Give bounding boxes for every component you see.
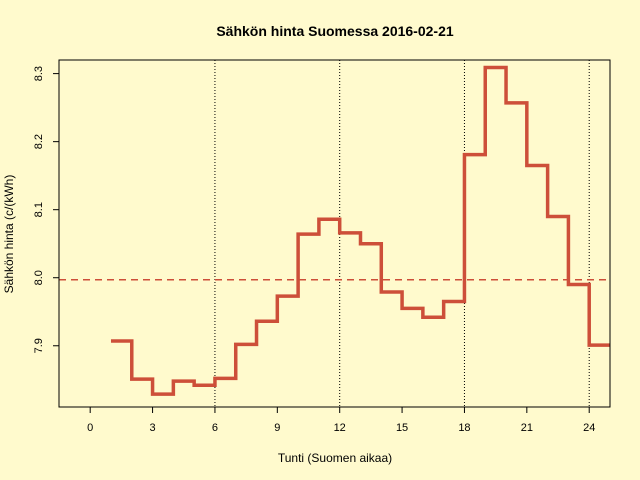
y-tick-label-3: 8.2 (33, 134, 45, 149)
x-tick-label-12: 12 (334, 422, 346, 434)
plot-area: 0 3 6 9 12 15 18 21 24 7.9 8.0 8.1 8.2 8.3 (33, 59, 611, 434)
chart-title: Sähkön hinta Suomessa 2016-02-21 (216, 23, 454, 39)
x-tick-label-18: 18 (458, 422, 470, 434)
x-tick-label-15: 15 (396, 422, 408, 434)
x-axis-label: Tunti (Suomen aikaa) (278, 451, 392, 465)
y-axis-label: Sähkön hinta (c/(kWh) (2, 175, 16, 294)
series-line-0 (110, 65, 610, 396)
x-tick-label-21: 21 (521, 422, 533, 434)
x-tick-label-3: 3 (150, 422, 156, 434)
x-tick-label-6: 6 (212, 422, 218, 434)
y-tick-label-2: 8.1 (33, 202, 45, 217)
x-tick-label-24: 24 (583, 422, 595, 434)
y-tick-label-4: 8.3 (33, 66, 45, 81)
x-tick-label-0: 0 (87, 422, 93, 434)
plot-frame (58, 59, 611, 408)
y-tick-label-1: 8.0 (33, 270, 45, 285)
x-tick-label-9: 9 (274, 422, 280, 434)
y-tick-label-0: 7.9 (33, 338, 45, 353)
